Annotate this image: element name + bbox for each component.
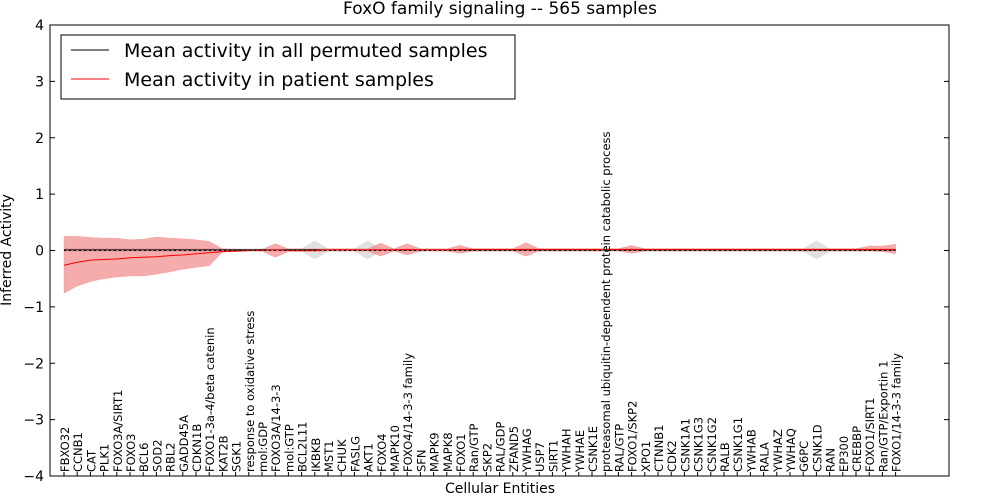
x-tick-label: RAL/GDP	[494, 422, 508, 472]
x-tick-label: FOXO1	[454, 434, 468, 472]
patient-mean-line	[63, 248, 896, 266]
x-tick-label: CSNK1G3	[692, 417, 706, 472]
x-tick-label: FOXO1/SIRT1	[863, 397, 877, 472]
x-tick-label: MAPK8	[441, 432, 455, 472]
x-tick-label: RALB	[718, 442, 732, 472]
patient-band	[63, 236, 896, 294]
x-tick-label: FOXO3	[124, 434, 138, 472]
x-tick-label: ZFAND5	[507, 426, 521, 472]
x-tick-label: CSNK1G2	[705, 417, 719, 472]
x-tick-label: BCL6	[137, 443, 151, 472]
x-tick-label: CSNK1E	[586, 426, 600, 472]
x-tick-label: CDKN1B	[190, 424, 204, 472]
x-tick-label: CTNNB1	[652, 425, 666, 472]
x-tick-label: FBXO32	[58, 427, 72, 472]
x-tick-label: G6PC	[797, 441, 811, 472]
confidence-bands	[63, 236, 896, 294]
x-tick-label: YWHAB	[744, 429, 758, 473]
x-tick-label: RAN	[824, 448, 838, 472]
y-tick-label: 1	[35, 187, 44, 203]
x-axis-entity-labels: FBXO32 CCNB1 CAT PLK1 FOXO3A/SIRT1 FOXO3 BCL6 S…	[58, 131, 904, 476]
x-tick-label: EP300	[837, 436, 851, 472]
y-axis-title: Inferred Activity	[0, 194, 15, 306]
x-tick-label: SIRT1	[546, 440, 560, 472]
x-tick-label: YWHAG	[520, 428, 534, 473]
x-tick-label: CCNB1	[71, 432, 85, 472]
legend-patient-label: Mean activity in patient samples	[124, 69, 434, 91]
x-tick-label: SGK1	[230, 441, 244, 472]
x-tick-label: IKBKB	[309, 438, 323, 472]
y-tick-label: −1	[23, 300, 44, 316]
x-tick-label: KAT2B	[216, 435, 230, 472]
x-tick-label: MST1	[322, 440, 336, 472]
x-tick-label: RAL/GTP	[612, 424, 626, 472]
x-tick-label: mol:GDP	[256, 422, 270, 472]
x-tick-label: RBL2	[164, 442, 178, 472]
x-tick-label: CREBBP	[850, 426, 864, 472]
x-tick-label: RALA	[758, 442, 772, 472]
x-tick-label: proteasomal ubiquitin-dependent protein …	[599, 131, 613, 472]
chart-title: FoxO family signaling -- 565 samples	[343, 0, 657, 19]
x-tick-label: FOXO4	[375, 434, 389, 472]
x-tick-label: CSNK1A1	[678, 418, 692, 472]
x-tick-label: response to oxidative stress	[243, 311, 257, 472]
x-tick-label: BCL2L11	[296, 422, 310, 472]
x-tick-label: FOXO3A/14-3-3	[269, 384, 283, 472]
x-tick-label: MAPK10	[388, 425, 402, 472]
series-lines	[63, 248, 896, 266]
x-tick-label: FOXO1/14-3-3 family	[890, 353, 904, 472]
x-axis-title: Cellular Entities	[445, 481, 555, 497]
x-tick-label: FOXO1/SKP2	[626, 401, 640, 472]
legend: Mean activity in all permuted samples Me…	[60, 34, 516, 100]
x-tick-label: CHUK	[335, 439, 349, 472]
x-tick-label: CSNK1D	[810, 424, 824, 472]
x-tick-label: CSNK1G1	[731, 417, 745, 472]
legend-box	[60, 34, 516, 100]
x-tick-label: YWHAZ	[771, 429, 785, 473]
x-tick-label: CAT	[84, 449, 98, 472]
y-tick-label: −3	[23, 413, 44, 429]
x-tick-label: USP7	[533, 442, 547, 472]
y-axis-ticks: −4 −3 −2 −1 0 1 2 3 4	[23, 18, 949, 485]
y-tick-label: −2	[23, 356, 44, 372]
y-tick-label: 4	[35, 18, 44, 34]
x-tick-label: FOXO4/14-3-3 family	[401, 353, 415, 472]
x-tick-label: FASLG	[348, 436, 362, 472]
x-tick-label: SOD2	[150, 439, 164, 472]
x-tick-label: PLK1	[98, 444, 112, 472]
x-tick-label: Ran/GTP	[467, 424, 481, 472]
legend-permuted-label: Mean activity in all permuted samples	[124, 40, 487, 62]
y-tick-label: 0	[35, 244, 44, 260]
y-tick-label: 2	[35, 131, 44, 147]
x-tick-label: CDK2	[665, 440, 679, 472]
y-tick-label: −4	[23, 469, 44, 485]
x-tick-label: MAPK9	[428, 432, 442, 472]
x-tick-label: FOXO3A/SIRT1	[111, 390, 125, 472]
x-tick-label: YWHAH	[560, 428, 574, 473]
x-tick-label: AKT1	[362, 443, 376, 472]
x-tick-label: GADD45A	[177, 415, 191, 472]
x-tick-label: mol:GTP	[282, 424, 296, 472]
x-tick-label: SKP2	[480, 443, 494, 472]
y-tick-label: 3	[35, 74, 44, 90]
x-tick-label: SFN	[414, 449, 428, 472]
x-tick-label: YWHAE	[573, 430, 587, 473]
x-tick-label: FOXO1-3a-4/beta catenin	[203, 327, 217, 472]
x-tick-label: YWHAQ	[784, 428, 798, 473]
x-tick-label: XPO1	[639, 441, 653, 472]
x-tick-label: Ran/GTP/Exportin 1	[876, 361, 890, 472]
